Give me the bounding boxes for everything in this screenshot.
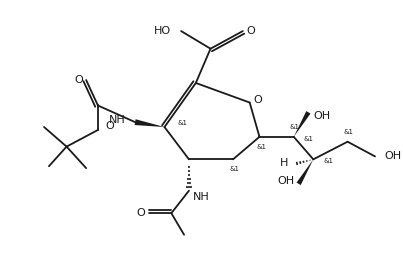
Text: &1: &1	[230, 166, 240, 172]
Text: O: O	[106, 121, 114, 131]
Text: &1: &1	[290, 124, 300, 130]
Text: NH: NH	[108, 115, 125, 125]
Text: &1: &1	[256, 144, 266, 150]
Text: O: O	[137, 208, 145, 218]
Text: H: H	[280, 158, 288, 168]
Text: O: O	[253, 95, 262, 105]
Text: &1: &1	[344, 129, 354, 135]
Text: &1: &1	[323, 158, 333, 164]
Text: OH: OH	[278, 176, 295, 186]
Text: OH: OH	[313, 111, 330, 121]
Polygon shape	[297, 159, 313, 185]
Text: O: O	[246, 26, 255, 36]
Text: &1: &1	[303, 136, 314, 142]
Text: HO: HO	[154, 26, 171, 36]
Text: OH: OH	[385, 151, 402, 161]
Polygon shape	[135, 119, 164, 127]
Text: &1: &1	[177, 120, 187, 126]
Text: NH: NH	[193, 191, 210, 201]
Text: O: O	[74, 75, 83, 85]
Polygon shape	[294, 111, 311, 137]
